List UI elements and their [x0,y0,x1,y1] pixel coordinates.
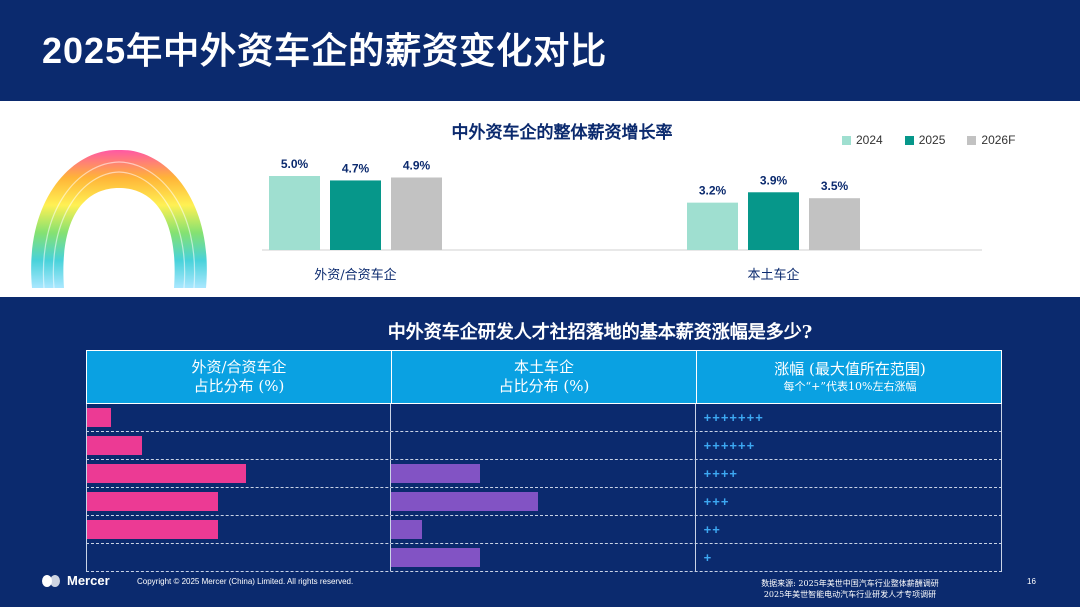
table-row: + [86,544,1002,572]
foreign-share-bar [87,408,112,427]
data-label-2024-1: 3.2% [699,184,727,198]
legend-item-2026f: 2026F [967,133,1015,147]
increase-plus-marks: ++++++ [703,438,756,453]
bar-2026F-1 [809,198,860,250]
page-title: 2025年中外资车企的薪资变化对比 [42,30,608,71]
bar-2024-1 [687,202,738,250]
local-share-bar [391,464,480,483]
source-line-2: 2025年美世智能电动汽车行业研发人才专项调研 [763,590,937,599]
cell-local-share [391,432,696,459]
header-local-line1: 本土车企 [513,358,574,376]
data-label-2025-0: 4.7% [342,161,370,175]
cell-increase: +++++++ [696,404,1001,431]
bar-2024-0 [269,176,320,250]
cell-local-share [391,404,696,431]
chart-title: 中外资车企的整体薪资增长率 [451,123,673,143]
cell-foreign-share [87,404,392,431]
legend-label-2024: 2024 [856,133,883,147]
cell-local-share [391,516,696,543]
local-share-bar [391,492,538,511]
cell-local-share [391,488,696,515]
header-increase-line2: 每个“+”代表10%左右涨幅 [783,379,917,393]
bar-2026F-0 [391,177,442,250]
category-label-0: 外资/合资车企 [314,267,396,283]
foreign-share-bar [87,520,219,539]
cell-foreign-share [87,544,392,571]
increase-plus-marks: ++ [703,522,721,537]
data-label-2026F-1: 3.5% [821,179,849,193]
mercer-logo-icon [42,574,62,587]
header-foreign: 外资/合资车企 占比分布 (%) [87,351,392,403]
table-body: +++++++ ++++++ ++++ +++ ++ + [86,404,1002,572]
cell-foreign-share [87,460,392,487]
table-row: ++++ [86,460,1002,488]
local-share-bar [391,520,422,539]
copyright-text: Copyright © 2025 Mercer (China) Limited.… [137,577,354,586]
header-local: 本土车企 占比分布 (%) [392,351,697,403]
cell-foreign-share [87,516,392,543]
growth-rate-bar-chart: 5.0% 4.7% 4.9% 外资/合资车企 3.2% 3.9% 3.5% 本土车企 [262,157,982,283]
bar-2025-0 [330,180,381,250]
legend-item-2024: 2024 [842,133,883,147]
legend-swatch-2026f [967,135,977,145]
increase-plus-marks: +++ [703,494,730,509]
data-source: 数据来源: 2025年美世中国汽车行业整体薪酬调研 2025年美世智能电动汽车行… [700,578,1000,600]
legend-label-2025: 2025 [918,133,946,147]
page-number: 16 [1027,577,1036,586]
legend-swatch-2024 [842,135,851,145]
data-label-2025-1: 3.9% [760,173,788,187]
data-label-2026F-0: 4.9% [403,158,431,172]
chart-legend: 2024 2025 2026F [842,133,1015,147]
mercer-logo-text: Mercer [67,573,110,588]
table-question: 中外资车企研发人才社招落地的基本薪资涨幅是多少? [387,322,813,343]
increase-plus-marks: + [703,550,713,565]
header-local-line2: 占比分布 (%) [498,377,590,395]
source-line-1: 数据来源: 2025年美世中国汽车行业整体薪酬调研 [761,579,939,588]
slinky-spring-image [31,149,207,289]
header-increase-line1: 涨幅 (最大值所在范围) [774,359,926,378]
cell-increase: ++++++ [696,432,1001,459]
foreign-share-bar [87,436,142,455]
legend-label-2026f: 2026F [981,133,1016,147]
cell-increase: +++ [696,488,1001,515]
increase-plus-marks: ++++ [703,466,739,481]
mercer-logo: Mercer [42,573,110,588]
cell-increase: ++ [696,516,1001,543]
increase-plus-marks: +++++++ [703,410,764,425]
table-row: +++++++ [86,404,1002,432]
header-increase: 涨幅 (最大值所在范围) 每个“+”代表10%左右涨幅 [697,351,1003,403]
category-label-1: 本土车企 [747,267,799,283]
cell-local-share [391,460,696,487]
cell-increase: ++++ [696,460,1001,487]
table-row: ++++++ [86,432,1002,460]
cell-local-share [391,544,696,571]
cell-foreign-share [87,432,392,459]
cell-increase: + [696,544,1001,571]
foreign-share-bar [87,492,219,511]
data-label-2024-0: 5.0% [281,157,309,171]
legend-swatch-2025 [904,135,914,145]
local-share-bar [391,548,480,567]
legend-item-2025: 2025 [904,133,946,147]
bar-2025-1 [748,192,799,250]
foreign-share-bar [87,464,246,483]
cell-foreign-share [87,488,392,515]
table-header: 外资/合资车企 占比分布 (%) 本土车企 占比分布 (%) 涨幅 (最大值所在… [86,350,1002,404]
header-foreign-line1: 外资/合资车企 [191,358,287,376]
salary-increase-table: 外资/合资车企 占比分布 (%) 本土车企 占比分布 (%) 涨幅 (最大值所在… [86,350,1002,572]
header-foreign-line2: 占比分布 (%) [193,377,285,395]
table-row: +++ [86,488,1002,516]
table-row: ++ [86,516,1002,544]
